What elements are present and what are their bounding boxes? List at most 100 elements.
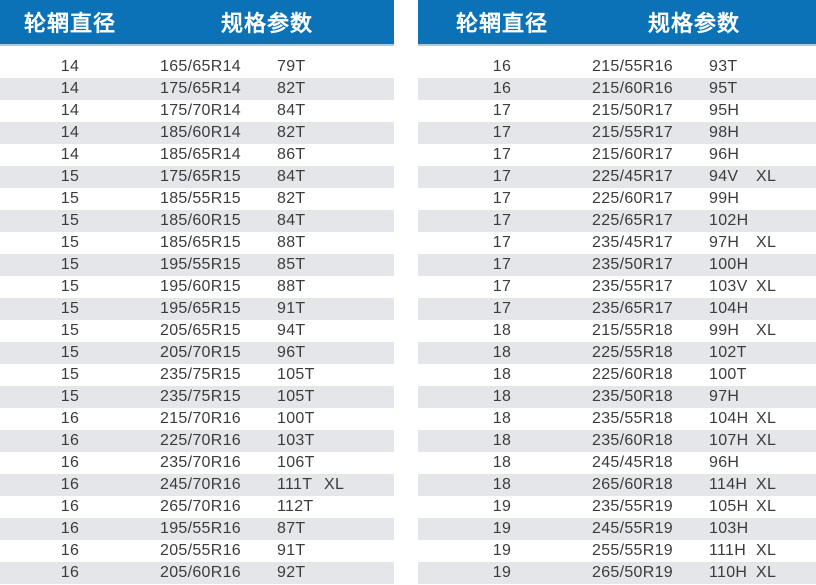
load-speed-cell: 97H: [709, 388, 816, 406]
tire-size-cell: 205/70R15: [160, 344, 241, 361]
table-row: 15 185/55R15 82T: [0, 188, 394, 210]
tire-table-left: 轮辋直径 规格参数 14 165/65R14 79T 14 175/65R14 82T 14…: [0, 0, 394, 585]
rim-diameter-cell: 18: [492, 432, 512, 449]
table-row: 18 235/50R18 97H: [418, 386, 816, 408]
load-speed-cell: 79T: [277, 58, 394, 76]
table-row: 18 225/60R18 100T: [418, 364, 816, 386]
table-row: 19 255/55R19 111H XL: [418, 540, 816, 562]
load-index-value: 103V: [709, 278, 748, 295]
tire-size-cell: 215/60R17: [592, 146, 673, 163]
tire-size-cell: 225/70R16: [160, 432, 241, 449]
rim-diameter-cell: 17: [492, 168, 512, 185]
table-row: 15 205/70R15 96T: [0, 342, 394, 364]
load-speed-cell: 104H: [709, 300, 816, 318]
load-speed-cell: 87T: [277, 520, 394, 538]
rim-diameter-cell: 15: [60, 234, 80, 251]
rim-diameter-cell: 15: [60, 344, 80, 361]
rim-diameter-cell: 17: [492, 190, 512, 207]
xl-marker: XL: [756, 322, 777, 339]
table-body: 14 165/65R14 79T 14 175/65R14 82T 14 175/70R14 8…: [0, 56, 394, 584]
load-speed-cell: 107H XL: [709, 432, 816, 450]
load-index-value: 95T: [709, 80, 738, 97]
load-index-value: 91T: [277, 300, 306, 317]
tire-size-cell: 255/55R19: [592, 542, 673, 559]
rim-diameter-cell: 16: [492, 58, 512, 75]
rim-diameter-cell: 17: [492, 124, 512, 141]
tire-size-cell: 265/60R18: [592, 476, 673, 493]
column-header-rim-diameter: 轮辋直径: [455, 11, 548, 36]
rim-diameter-cell: 17: [492, 102, 512, 119]
tire-size-cell: 175/70R14: [160, 102, 241, 119]
load-speed-cell: 82T: [277, 80, 394, 98]
rim-diameter-cell: 14: [60, 124, 80, 141]
load-speed-cell: 93T: [709, 58, 816, 76]
load-speed-cell: 86T: [277, 146, 394, 164]
tire-size-cell: 195/60R15: [160, 278, 241, 295]
table-row: 15 185/65R15 88T: [0, 232, 394, 254]
table-header: 轮辋直径 规格参数: [418, 0, 816, 46]
load-speed-cell: 88T: [277, 234, 394, 252]
table-row: 17 215/60R17 96H: [418, 144, 816, 166]
load-speed-cell: 98H: [709, 124, 816, 142]
tire-size-cell: 235/45R17: [592, 234, 673, 251]
tire-size-cell: 215/55R17: [592, 124, 673, 141]
load-index-value: 88T: [277, 234, 306, 251]
table-row: 15 205/65R15 94T: [0, 320, 394, 342]
tire-size-cell: 225/60R17: [592, 190, 673, 207]
rim-diameter-cell: 14: [60, 146, 80, 163]
rim-diameter-cell: 14: [60, 80, 80, 97]
load-index-value: 82T: [277, 190, 306, 207]
rim-diameter-cell: 15: [60, 190, 80, 207]
table-body: 16 215/55R16 93T 16 215/60R16 95T 17 215/50R17 9…: [418, 56, 816, 584]
table-row: 18 245/45R18 96H: [418, 452, 816, 474]
tire-size-cell: 205/55R16: [160, 542, 241, 559]
table-row: 18 235/60R18 107H XL: [418, 430, 816, 452]
load-speed-cell: 88T: [277, 278, 394, 296]
load-speed-cell: 111H XL: [709, 542, 816, 560]
load-speed-cell: 111T XL: [277, 476, 394, 494]
tire-size-cell: 185/60R15: [160, 212, 241, 229]
load-index-value: 96H: [709, 454, 740, 471]
load-speed-cell: 104H XL: [709, 410, 816, 428]
rim-diameter-cell: 14: [60, 102, 80, 119]
tire-size-cell: 165/65R14: [160, 58, 241, 75]
table-row: 16 215/55R16 93T: [418, 56, 816, 78]
table-row: 17 235/65R17 104H: [418, 298, 816, 320]
tire-size-cell: 195/55R16: [160, 520, 241, 537]
load-speed-cell: 96H: [709, 454, 816, 472]
table-row: 16 225/70R16 103T: [0, 430, 394, 452]
load-speed-cell: 84T: [277, 168, 394, 186]
xl-marker: XL: [756, 234, 777, 251]
load-index-value: 88T: [277, 278, 306, 295]
rim-diameter-cell: 17: [492, 300, 512, 317]
tire-size-cell: 205/60R16: [160, 564, 241, 581]
rim-diameter-cell: 16: [60, 432, 80, 449]
load-index-value: 99H: [709, 190, 740, 207]
table-row: 17 235/50R17 100H: [418, 254, 816, 276]
load-speed-cell: 91T: [277, 542, 394, 560]
tire-size-cell: 265/70R16: [160, 498, 241, 515]
rim-diameter-cell: 19: [492, 542, 512, 559]
column-header-rim-diameter: 轮辋直径: [23, 11, 116, 36]
load-speed-cell: 102T: [709, 344, 816, 362]
rim-diameter-cell: 15: [60, 300, 80, 317]
tire-size-cell: 215/50R17: [592, 102, 673, 119]
load-index-value: 110H: [709, 564, 748, 581]
table-row: 17 215/55R17 98H: [418, 122, 816, 144]
load-speed-cell: 92T: [277, 564, 394, 582]
tire-size-cell: 205/65R15: [160, 322, 241, 339]
xl-marker: XL: [756, 410, 777, 427]
tire-size-cell: 185/60R14: [160, 124, 241, 141]
load-index-value: 114H: [709, 476, 748, 493]
load-index-value: 84T: [277, 168, 306, 185]
rim-diameter-cell: 15: [60, 168, 80, 185]
load-index-value: 111H: [709, 542, 747, 559]
table-header: 轮辋直径 规格参数: [0, 0, 394, 46]
table-row: 14 185/60R14 82T: [0, 122, 394, 144]
load-speed-cell: 112T: [277, 498, 394, 516]
tire-size-cell: 245/70R16: [160, 476, 241, 493]
column-header-spec-params: 规格参数: [220, 11, 313, 36]
table-row: 14 165/65R14 79T: [0, 56, 394, 78]
table-row: 17 225/65R17 102H: [418, 210, 816, 232]
tire-size-cell: 235/55R19: [592, 498, 673, 515]
